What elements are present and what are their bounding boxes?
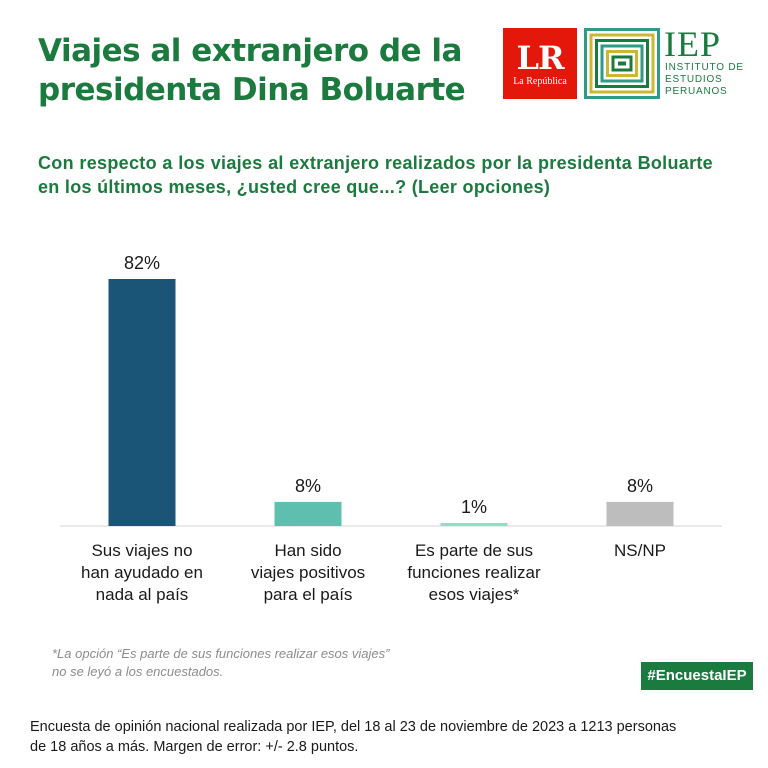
la-republica-logo: LR La República xyxy=(503,28,577,99)
bar-2 xyxy=(274,501,342,526)
chart-title: Viajes al extranjero de la presidenta Di… xyxy=(38,32,478,110)
iep-logo-line-3: PERUANOS xyxy=(665,86,728,97)
iep-logo-name: IEP xyxy=(664,24,721,64)
lr-logo-subtext: La República xyxy=(513,76,567,87)
value-label-2: 8% xyxy=(295,476,321,496)
bar-3 xyxy=(440,522,508,526)
iep-logo: IEP INSTITUTO DE ESTUDIOS PERUANOS xyxy=(584,24,744,99)
lr-logo-text: LR xyxy=(516,39,564,77)
footnote: *La opción “Es parte de sus funciones re… xyxy=(52,645,389,681)
iep-logo-line-1: INSTITUTO DE xyxy=(665,62,744,73)
iep-maze-icon xyxy=(584,28,660,99)
category-label-3: Es parte de sus funciones realizar esos vi… xyxy=(407,541,541,604)
source-note: Encuesta de opinión nacional realizada p… xyxy=(30,717,740,757)
category-label-4: NS/NP xyxy=(614,541,666,560)
hashtag-badge: #EncuestaIEP xyxy=(641,662,753,690)
value-label-1: 82% xyxy=(124,253,160,273)
footnote-line-1: *La opción “Es parte de sus funciones re… xyxy=(52,646,390,661)
category-label-1: Sus viajes no han ayudado en nada al país xyxy=(81,541,203,604)
bar-4 xyxy=(606,501,674,526)
title-line-1: Viajes al extranjero de la xyxy=(38,33,462,69)
iep-logo-line-2: ESTUDIOS xyxy=(665,74,723,85)
category-label-2: Han sido viajes positivos para el país xyxy=(250,541,366,604)
source-line-2: de 18 años a más. Margen de error: +/- 2… xyxy=(30,739,359,755)
survey-question: Con respecto a los viajes al extranjero … xyxy=(38,153,713,197)
title-line-2: presidenta Dina Boluarte xyxy=(38,72,466,108)
footnote-line-2: no se leyó a los encuestados. xyxy=(52,664,224,679)
value-label-4: 8% xyxy=(627,476,653,496)
source-line-1: Encuesta de opinión nacional realizada p… xyxy=(30,719,677,735)
value-label-3: 1% xyxy=(461,497,487,517)
bar-1 xyxy=(108,279,176,526)
